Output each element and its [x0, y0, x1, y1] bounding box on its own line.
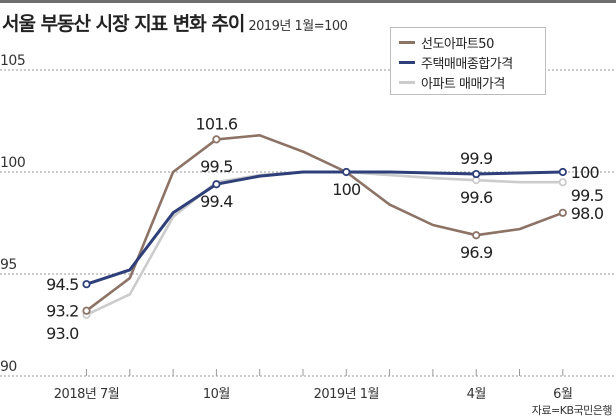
source-note: 자료=KB국민은행	[531, 404, 613, 417]
x-tick-label: 2019년 1월	[314, 387, 379, 402]
series-0-marker	[472, 231, 481, 240]
y-tick-label-105: 105	[0, 53, 25, 69]
series-2-marker	[558, 178, 567, 187]
legend-swatch-0	[399, 40, 415, 44]
data-label: 99.5	[571, 186, 603, 205]
y-tick-label-100: 100	[0, 155, 25, 171]
series-0-marker	[212, 135, 221, 144]
legend-item-0: 선도아파트50	[399, 32, 545, 52]
data-label: 100	[571, 163, 600, 182]
chart-title-block: 서울 부동산 시장 지표 변화 추이 2019년 1월=100	[2, 9, 348, 36]
chart-title: 서울 부동산 시장 지표 변화 추이	[2, 13, 245, 35]
x-tick-label: 6월	[553, 387, 572, 402]
data-label: 99.6	[460, 188, 493, 207]
legend: 선도아파트50 주택매매종합가격 아파트 매매가격	[390, 27, 546, 95]
legend-item-2: 아파트 매매가격	[399, 72, 545, 92]
series-1-marker	[342, 167, 351, 177]
y-tick-label-90: 90	[0, 359, 17, 375]
legend-item-1: 주택매매종합가격	[399, 52, 545, 72]
x-tick-label: 4월	[467, 387, 486, 402]
x-tick-label: 2018년 7월	[54, 387, 119, 402]
y-tick-labels: 90 95 100 105	[0, 53, 26, 375]
legend-label-1: 주택매매종합가격	[421, 56, 513, 72]
chart-subtitle: 2019년 1월=100	[248, 19, 348, 34]
data-label: 93.2	[46, 302, 78, 321]
legend-label-2: 아파트 매매가격	[421, 76, 505, 92]
series-1-marker	[212, 180, 221, 189]
series-line-1	[86, 170, 563, 286]
data-label: 99.9	[460, 149, 493, 168]
data-label: 99.4	[200, 192, 233, 211]
series-1-marker	[558, 167, 567, 177]
data-label: 99.5	[200, 157, 232, 176]
x-ticks: 2018년 7월 10월 2019년 1월 4월 6월	[54, 369, 573, 402]
data-label: 98.0	[571, 204, 604, 223]
data-label: 100	[332, 180, 361, 199]
y-tick-label-95: 95	[0, 257, 17, 273]
series-1-marker	[472, 169, 481, 179]
data-label: 94.5	[46, 275, 78, 294]
series-markers	[82, 135, 567, 319]
data-label: 101.6	[195, 114, 237, 133]
series-line-0	[85, 134, 564, 312]
legend-swatch-1	[399, 60, 415, 64]
data-label: 93.0	[46, 324, 79, 343]
legend-label-0: 선도아파트50	[421, 36, 494, 52]
grid-lines	[0, 69, 616, 377]
data-labels: 93.2 101.6 96.9 98.0 94.5 99.4 100 99.9 100 93.0 9…	[46, 114, 605, 343]
x-tick-label: 10월	[203, 387, 230, 402]
series-0-marker	[558, 208, 567, 217]
series-lines	[85, 134, 564, 316]
top-border	[0, 0, 616, 3]
legend-swatch-2	[399, 80, 415, 84]
data-label: 96.9	[460, 243, 493, 262]
series-1-marker	[82, 280, 91, 289]
series-0-marker	[82, 306, 91, 315]
